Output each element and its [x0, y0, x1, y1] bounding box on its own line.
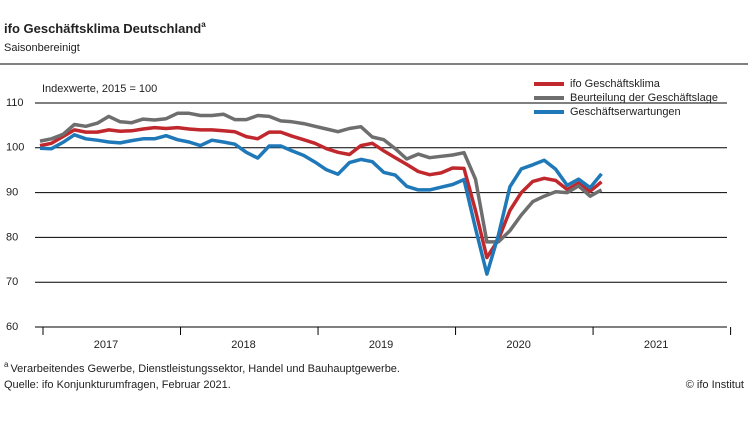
series-line — [39, 111, 603, 244]
x-tick-label: 2019 — [369, 339, 393, 351]
x-tick-label: 2018 — [231, 339, 255, 351]
footnote: a Verarbeitendes Gewerbe, Dienstleistungs… — [4, 360, 400, 375]
source: Quelle: ifo Konjunkturumfragen, Februar … — [4, 379, 231, 391]
x-tick-label: 2017 — [94, 339, 118, 351]
series-line — [39, 133, 603, 276]
x-tick-label: 2021 — [644, 339, 668, 351]
y-axis-label: Indexwerte, 2015 = 100 — [42, 83, 157, 95]
chart-title: ifo Geschäftsklima Deutschlanda — [4, 20, 206, 36]
title-marker: a — [201, 20, 206, 29]
credit: © ifo Institut — [686, 379, 744, 391]
x-tick-label: 2020 — [506, 339, 530, 351]
legend-label: Geschäftserwartungen — [570, 106, 681, 118]
y-tick-label: 60 — [6, 321, 18, 333]
y-tick-label: 110 — [6, 97, 24, 109]
subtitle: Saisonbereinigt — [4, 42, 80, 54]
y-tick-label: 100 — [6, 142, 24, 154]
y-tick-label: 70 — [6, 276, 18, 288]
footnote-text: Verarbeitendes Gewerbe, Dienstleistungss… — [10, 363, 400, 375]
y-tick-label: 90 — [6, 187, 18, 199]
title-text: ifo Geschäftsklima Deutschland — [4, 21, 201, 36]
y-tick-label: 80 — [6, 231, 18, 243]
legend-label: ifo Geschäftsklima — [570, 78, 661, 90]
series-line — [39, 125, 603, 260]
footnote-marker: a — [4, 360, 9, 369]
legend-label: Beurteilung der Geschäftslage — [570, 92, 718, 104]
